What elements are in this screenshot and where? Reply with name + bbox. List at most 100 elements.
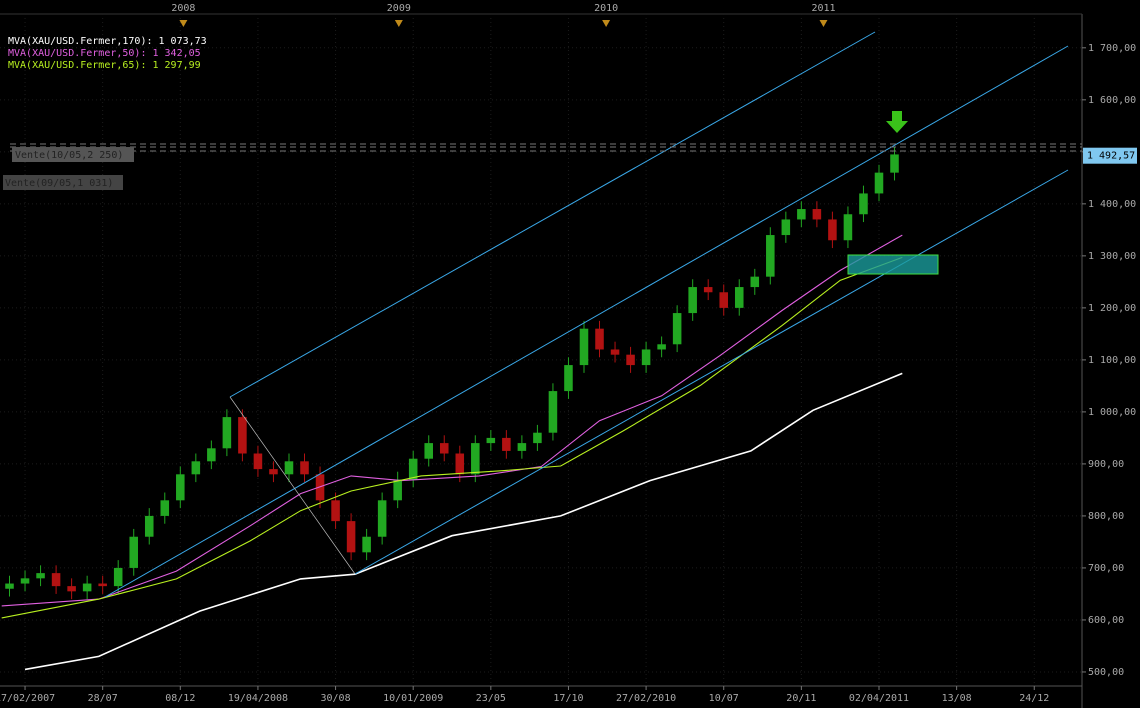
candle-body [797,209,806,220]
y-tick-label: 800,00 [1088,511,1124,522]
candle-body [750,276,760,288]
candle-body [51,573,61,587]
candle-body [113,567,123,587]
candle-body [377,500,387,537]
candle-body [595,328,604,350]
candle-body [129,536,138,568]
candle-body [641,349,651,366]
retracement-line [229,396,356,575]
last-price-box [1083,147,1137,164]
candle-body [269,469,278,475]
candle-body [191,461,201,475]
y-tick-label: 900,00 [1088,459,1124,470]
x-tick-label: 27/02/2010 [616,693,676,704]
y-tick-label: 1 200,00 [1088,303,1136,314]
y-tick-label: 1 000,00 [1088,407,1136,418]
x-tick-label: 19/04/2008 [228,693,288,704]
y-tick-label: 1 100,00 [1088,355,1136,366]
candle-body [393,479,402,501]
candle-body [160,500,170,516]
x-tick-label: 02/04/2011 [849,693,909,704]
candle-body [408,458,418,480]
order-label: Vente(10/05,2 250) [15,150,123,161]
signal-arrow [886,111,908,133]
order-box [12,147,134,162]
candle-body [626,354,635,366]
candle-body [812,209,822,220]
year-tick [394,20,403,27]
x-tick-label: 24/12 [1019,693,1049,704]
moving-average-line [1,234,903,607]
candle-body [486,437,496,444]
candle-body [284,461,294,475]
candle-body [455,453,465,475]
y-tick-label: 1 600,00 [1088,95,1136,106]
x-tick-label: 10/07 [709,693,739,704]
candle-body [766,235,775,277]
candle-body [859,193,868,215]
y-tick-label: 1 300,00 [1088,251,1136,262]
candle-body [610,349,620,355]
candle-body [207,448,216,462]
candle-body [424,443,433,459]
candle-body [300,461,309,475]
x-tick-label: 17/02/2007 [0,693,55,704]
year-tick [179,20,188,27]
x-tick-label: 13/08 [942,693,972,704]
candle-body [703,287,713,293]
moving-average-line [24,372,903,671]
candle-body [222,417,232,449]
candle-body [362,536,371,553]
candle-body [688,287,697,314]
legend-entry: MVA(XAU/USD.Fermer,50): 1 342,05 [8,48,201,59]
channel-lower [354,169,1069,575]
x-tick-label: 08/12 [165,693,195,704]
x-tick-label: 30/08 [321,693,351,704]
candle-body [144,515,154,537]
candle-body [238,417,247,454]
candle-body [890,154,899,173]
x-tick-label: 10/01/2009 [383,693,443,704]
candle-body [439,443,449,454]
candle-body [331,500,340,522]
x-tick-label: 23/05 [476,693,506,704]
candle-body [548,391,558,433]
legend-entry: MVA(XAU/USD.Fermer,65): 1 297,99 [8,60,201,71]
candle-body [719,292,728,308]
candle-body [471,443,480,475]
candle-body [843,214,853,241]
order-label: Vente(09/05,1 031) [5,178,113,189]
x-tick-label: 20/11 [786,693,816,704]
candle-body [98,583,107,587]
moving-average-line [1,256,903,619]
channel-upper [229,31,876,398]
last-price-label: 1 492,57 [1087,151,1135,162]
candle-body [564,365,573,392]
candle-body [176,474,185,501]
year-tick-label: 2009 [387,3,411,14]
candle-body [517,443,527,451]
trend-channel [104,31,1069,598]
candle-body [82,583,92,592]
candle-body [502,437,511,451]
candle-body [828,219,837,241]
y-tick-label: 600,00 [1088,615,1124,626]
year-tick-label: 2010 [594,3,618,14]
y-tick-label: 1 700,00 [1088,43,1136,54]
candle-body [67,586,76,592]
year-tick-label: 2008 [171,3,195,14]
order-box [3,175,123,190]
candle-body [346,521,356,553]
legend: MVA(XAU/USD.Fermer,170): 1 073,73MVA(XAU… [8,36,207,71]
candle-body [657,344,666,350]
year-tick [602,20,611,27]
candle-body [579,328,589,366]
candle-body [5,583,14,589]
order-lines [10,143,1082,152]
candle-body [20,578,30,584]
year-tick [819,20,828,27]
candle-body [36,573,45,579]
legend-entry: MVA(XAU/USD.Fermer,170): 1 073,73 [8,36,207,47]
y-tick-label: 1 400,00 [1088,199,1136,210]
